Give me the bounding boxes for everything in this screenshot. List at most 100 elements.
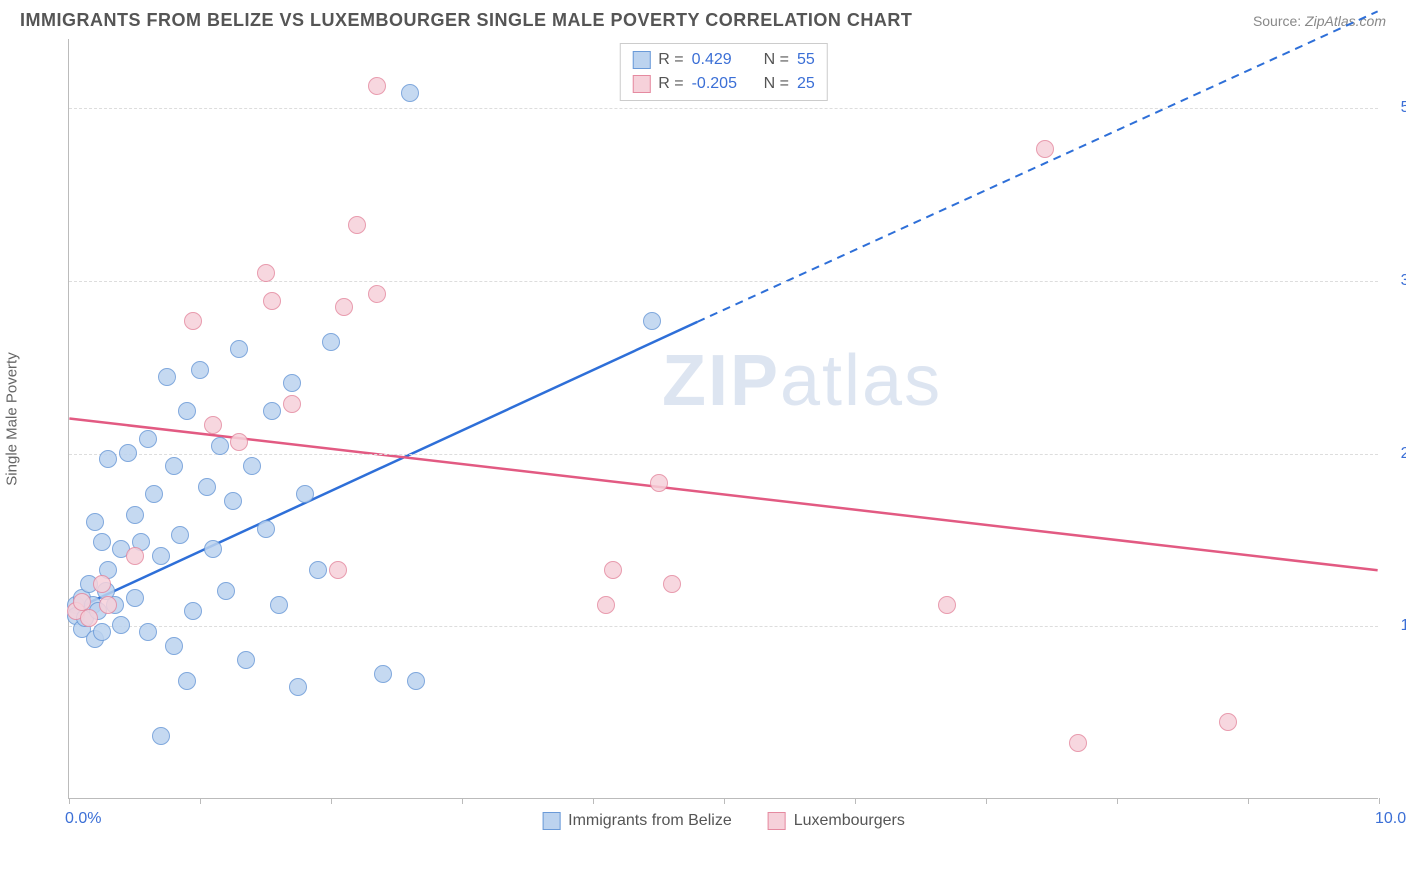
- data-point-belize: [374, 665, 392, 683]
- legend-label-lux: Luxembourgers: [794, 812, 905, 830]
- legend-item-lux: Luxembourgers: [768, 812, 905, 830]
- chart-title: IMMIGRANTS FROM BELIZE VS LUXEMBOURGER S…: [20, 10, 912, 31]
- data-point-lux: [604, 561, 622, 579]
- data-point-belize: [93, 533, 111, 551]
- data-point-belize: [191, 361, 209, 379]
- n-label: N =: [764, 72, 789, 96]
- data-point-lux: [80, 609, 98, 627]
- legend-row-belize: R = 0.429 N = 55: [632, 48, 814, 72]
- data-point-belize: [211, 437, 229, 455]
- data-point-belize: [204, 540, 222, 558]
- data-point-lux: [99, 596, 117, 614]
- data-point-belize: [178, 402, 196, 420]
- scatter-chart: Single Male Poverty ZIPatlas R = 0.429 N…: [20, 39, 1386, 799]
- data-point-belize: [407, 672, 425, 690]
- data-point-belize: [217, 582, 235, 600]
- data-point-lux: [663, 575, 681, 593]
- x-tick: [462, 798, 463, 804]
- data-point-belize: [401, 84, 419, 102]
- x-tick: [1248, 798, 1249, 804]
- r-value-lux: -0.205: [692, 72, 756, 96]
- swatch-lux: [632, 75, 650, 93]
- data-point-belize: [263, 402, 281, 420]
- x-tick: [1117, 798, 1118, 804]
- data-point-lux: [230, 433, 248, 451]
- data-point-lux: [184, 312, 202, 330]
- y-tick-label: 37.5%: [1386, 272, 1406, 290]
- data-point-lux: [650, 474, 668, 492]
- data-point-belize: [257, 520, 275, 538]
- source-attribution: Source: ZipAtlas.com: [1253, 13, 1386, 29]
- data-point-belize: [289, 678, 307, 696]
- data-point-belize: [126, 589, 144, 607]
- n-value-belize: 55: [797, 48, 815, 72]
- x-tick-label: 0.0%: [65, 810, 101, 828]
- data-point-belize: [145, 485, 163, 503]
- data-point-lux: [263, 292, 281, 310]
- n-label: N =: [764, 48, 789, 72]
- swatch-belize-icon: [542, 812, 560, 830]
- r-label: R =: [658, 72, 683, 96]
- data-point-lux: [368, 77, 386, 95]
- data-point-belize: [152, 727, 170, 745]
- data-point-lux: [1036, 140, 1054, 158]
- source-label: Source:: [1253, 13, 1301, 29]
- gridline-h: [69, 108, 1378, 109]
- data-point-lux: [1219, 713, 1237, 731]
- data-point-belize: [165, 457, 183, 475]
- r-label: R =: [658, 48, 683, 72]
- trend-lines-layer: [69, 39, 1378, 798]
- data-point-lux: [283, 395, 301, 413]
- data-point-lux: [93, 575, 111, 593]
- data-point-lux: [597, 596, 615, 614]
- data-point-belize: [119, 444, 137, 462]
- data-point-belize: [309, 561, 327, 579]
- data-point-lux: [348, 216, 366, 234]
- data-point-belize: [270, 596, 288, 614]
- data-point-belize: [243, 457, 261, 475]
- data-point-belize: [198, 478, 216, 496]
- legend-series: Immigrants from Belize Luxembourgers: [542, 812, 905, 830]
- y-tick-label: 12.5%: [1386, 617, 1406, 635]
- y-tick-label: 50.0%: [1386, 99, 1406, 117]
- x-tick-label: 10.0%: [1375, 810, 1406, 828]
- swatch-lux-icon: [768, 812, 786, 830]
- data-point-belize: [126, 506, 144, 524]
- data-point-belize: [178, 672, 196, 690]
- legend-row-lux: R = -0.205 N = 25: [632, 72, 814, 96]
- x-tick: [986, 798, 987, 804]
- n-value-lux: 25: [797, 72, 815, 96]
- watermark-text: ZIPatlas: [662, 340, 942, 422]
- x-tick: [593, 798, 594, 804]
- source-value: ZipAtlas.com: [1305, 13, 1386, 29]
- legend-label-belize: Immigrants from Belize: [568, 812, 732, 830]
- gridline-h: [69, 454, 1378, 455]
- chart-plot-area: ZIPatlas R = 0.429 N = 55 R = -0.205 N =…: [68, 39, 1378, 799]
- x-tick: [855, 798, 856, 804]
- data-point-lux: [938, 596, 956, 614]
- data-point-belize: [86, 513, 104, 531]
- x-tick: [1379, 798, 1380, 804]
- y-axis-title: Single Male Poverty: [4, 352, 21, 485]
- data-point-belize: [283, 374, 301, 392]
- legend-item-belize: Immigrants from Belize: [542, 812, 732, 830]
- y-tick-label: 25.0%: [1386, 445, 1406, 463]
- r-value-belize: 0.429: [692, 48, 756, 72]
- data-point-lux: [73, 593, 91, 611]
- data-point-belize: [158, 368, 176, 386]
- data-point-belize: [165, 637, 183, 655]
- data-point-belize: [139, 623, 157, 641]
- data-point-belize: [99, 450, 117, 468]
- data-point-belize: [224, 492, 242, 510]
- x-tick: [200, 798, 201, 804]
- data-point-belize: [237, 651, 255, 669]
- swatch-belize: [632, 51, 650, 69]
- data-point-belize: [112, 616, 130, 634]
- x-tick: [69, 798, 70, 804]
- legend-correlation-box: R = 0.429 N = 55 R = -0.205 N = 25: [619, 43, 827, 101]
- data-point-belize: [139, 430, 157, 448]
- data-point-belize: [152, 547, 170, 565]
- data-point-belize: [93, 623, 111, 641]
- x-tick: [331, 798, 332, 804]
- data-point-belize: [643, 312, 661, 330]
